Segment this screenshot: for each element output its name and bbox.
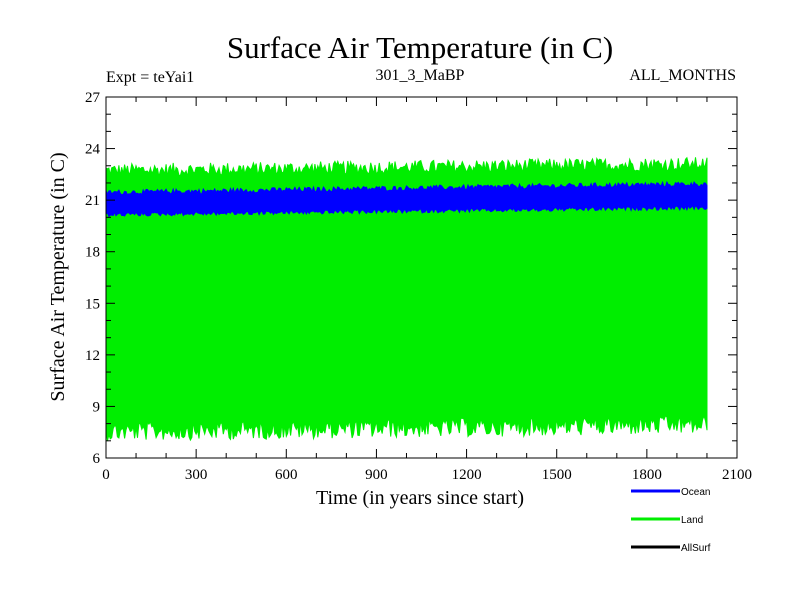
- legend-label-land: Land: [681, 515, 703, 526]
- x-tick-label: 900: [365, 467, 388, 483]
- x-tick-label: 1500: [542, 467, 572, 483]
- series-ocean: [106, 180, 708, 218]
- legend-label-allsurf: AllSurf: [681, 543, 711, 554]
- y-tick-label: 21: [85, 193, 100, 209]
- x-axis-label: Time (in years since start): [316, 487, 524, 509]
- period-label: 301_3_MaBP: [376, 67, 465, 84]
- x-tick-label: 600: [275, 467, 298, 483]
- y-tick-label: 27: [85, 90, 101, 106]
- x-tick-label: 0: [102, 467, 110, 483]
- series-land: [106, 156, 708, 442]
- x-tick-label: 1800: [632, 467, 662, 483]
- legend: Ocean Land AllSurf: [631, 487, 711, 554]
- chart-title: Surface Air Temperature (in C): [227, 30, 613, 65]
- months-label: ALL_MONTHS: [629, 67, 736, 84]
- axes-frame: [105, 96, 738, 459]
- x-tick-label: 1200: [452, 467, 482, 483]
- x-tick-label: 2100: [722, 467, 752, 483]
- plot-frame: [105, 96, 738, 459]
- y-tick-label: 12: [85, 348, 100, 364]
- series-layer: [106, 156, 708, 442]
- y-tick-label: 24: [85, 142, 101, 158]
- y-tick-label: 6: [93, 451, 101, 467]
- y-axis-label: Surface Air Temperature (in C): [47, 152, 69, 401]
- y-tick-label: 18: [85, 245, 100, 261]
- experiment-label: Expt = teYai1: [106, 69, 194, 86]
- legend-label-ocean: Ocean: [681, 487, 710, 498]
- x-tick-label: 300: [185, 467, 208, 483]
- ticks: 0 300 600 900 1200 1500 1800 2100 6 9 12 15 18 21 24 27: [85, 90, 752, 483]
- y-tick-label: 9: [93, 399, 101, 415]
- y-tick-label: 15: [85, 296, 100, 312]
